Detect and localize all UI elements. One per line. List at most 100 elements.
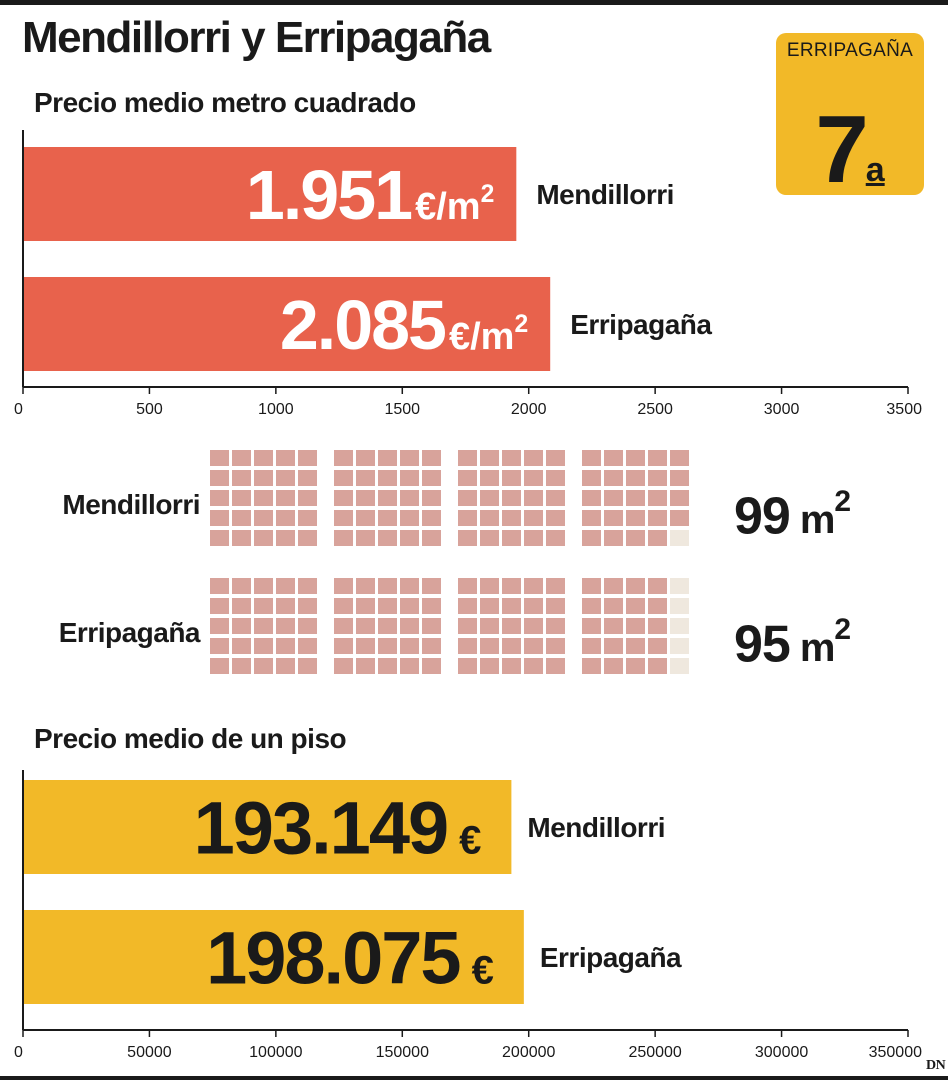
area-square [458, 598, 477, 614]
area-square [400, 530, 419, 546]
area-square [546, 490, 565, 506]
area-value-1: 95 m2 [734, 604, 851, 678]
area-value-number-0: 99 [734, 487, 791, 546]
bar-value-label-0: 193.149 € [194, 787, 482, 870]
area-square [604, 510, 623, 526]
x-tick-label-6: 300000 [755, 1044, 808, 1061]
area-square [422, 578, 441, 594]
area-square [524, 578, 543, 594]
area-square [524, 510, 543, 526]
area-square [670, 450, 689, 466]
x-tick-label-2: 100000 [249, 1044, 302, 1061]
area-square [232, 510, 251, 526]
area-square [648, 658, 667, 674]
area-square [276, 450, 295, 466]
x-tick-label-1: 50000 [127, 1044, 172, 1061]
area-square [458, 470, 477, 486]
area-value-unit-0: m [799, 498, 836, 543]
area-square [670, 530, 689, 546]
area-square [298, 578, 317, 594]
area-square [298, 530, 317, 546]
bottom-rule [0, 1076, 948, 1080]
area-square [648, 578, 667, 594]
area-square [626, 470, 645, 486]
area-square [458, 510, 477, 526]
area-square [582, 450, 601, 466]
area-square [626, 490, 645, 506]
area-square [626, 658, 645, 674]
area-square [604, 470, 623, 486]
area-square [276, 618, 295, 634]
area-square [276, 578, 295, 594]
area-square [254, 530, 273, 546]
area-square [378, 510, 397, 526]
area-square [334, 578, 353, 594]
area-square [298, 658, 317, 674]
area-square [648, 470, 667, 486]
area-square [582, 510, 601, 526]
area-square [400, 470, 419, 486]
area-square [670, 470, 689, 486]
bar-value-number-0: 1.951 [246, 156, 411, 234]
area-square [400, 510, 419, 526]
area-square [232, 638, 251, 654]
area-square [546, 510, 565, 526]
area-square [422, 618, 441, 634]
x-tick-label-7: 3500 [886, 401, 922, 418]
area-square [356, 638, 375, 654]
area-square [334, 490, 353, 506]
area-row-label-1: Erripagaña [58, 617, 201, 648]
area-square [334, 618, 353, 634]
area-square [378, 598, 397, 614]
area-square [524, 638, 543, 654]
area-square [670, 658, 689, 674]
area-square [210, 470, 229, 486]
bar-value-unit-0: €/m [415, 186, 480, 228]
area-square [546, 618, 565, 634]
area-square [502, 470, 521, 486]
bar-value-unit-1: €/m [449, 316, 514, 358]
area-square [298, 450, 317, 466]
rank-badge-label: ERRIPAGAÑA [786, 40, 914, 61]
newspaper-logo: DN [926, 1058, 946, 1073]
area-square [356, 618, 375, 634]
area-square [232, 450, 251, 466]
area-square [648, 598, 667, 614]
bar-1 [23, 910, 524, 1004]
area-value-number-1: 95 [734, 615, 791, 674]
area-square [356, 450, 375, 466]
area-square [378, 618, 397, 634]
x-tick-label-4: 2000 [511, 401, 547, 418]
area-square [626, 618, 645, 634]
area-square [546, 638, 565, 654]
area-square [546, 598, 565, 614]
area-square [648, 490, 667, 506]
area-square [254, 578, 273, 594]
area-square [422, 490, 441, 506]
area-square [670, 598, 689, 614]
area-square [582, 578, 601, 594]
area-square [582, 490, 601, 506]
area-square [232, 530, 251, 546]
area-square [582, 530, 601, 546]
area-square [400, 638, 419, 654]
bar-category-label-0: Mendillorri [527, 812, 665, 843]
bar-1 [23, 277, 551, 371]
area-square [232, 618, 251, 634]
area-square [546, 658, 565, 674]
rank-number: 7 [815, 96, 868, 203]
area-square [524, 490, 543, 506]
area-square [604, 450, 623, 466]
area-square [648, 618, 667, 634]
area-square [378, 578, 397, 594]
area-square [422, 510, 441, 526]
area-square [334, 450, 353, 466]
x-tick-label-0: 0 [14, 401, 23, 418]
area-square [648, 510, 667, 526]
area-square [502, 638, 521, 654]
area-square [210, 598, 229, 614]
area-square [400, 490, 419, 506]
bar-category-label-1: Erripagaña [540, 942, 682, 973]
area-square [210, 578, 229, 594]
